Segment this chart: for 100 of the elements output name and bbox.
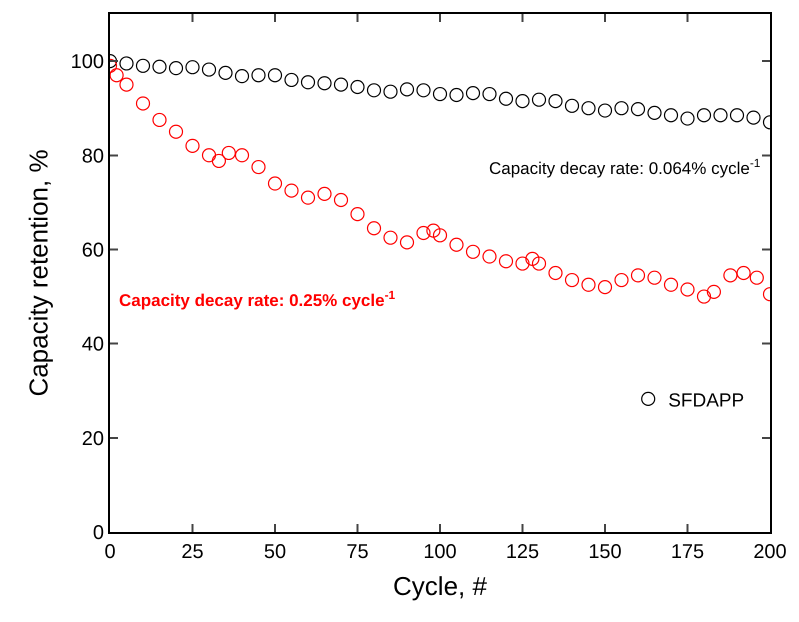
x-tick-label: 200 [753, 541, 787, 563]
point [614, 101, 629, 116]
point [284, 72, 299, 88]
point [713, 108, 728, 122]
point [251, 68, 266, 82]
point [234, 69, 250, 84]
point [664, 278, 678, 292]
point [449, 88, 464, 102]
point [723, 268, 738, 282]
point [680, 282, 695, 297]
point [383, 84, 398, 99]
point [664, 108, 678, 122]
point [334, 192, 348, 208]
y-tick-label: 80 [82, 145, 104, 168]
x-tick-label: 75 [346, 541, 369, 563]
legend-label: SFDAPP [668, 390, 744, 412]
point [532, 92, 546, 107]
point [317, 76, 332, 90]
point [750, 270, 764, 285]
point [525, 252, 540, 266]
point [432, 86, 448, 102]
annotation: Capacity decay rate: 0.25% cycle$^{-1}$ [119, 288, 396, 310]
point [515, 256, 530, 271]
y-axis-title: Capacity retention, % [24, 149, 54, 397]
point [218, 66, 233, 80]
point [581, 101, 596, 116]
point [466, 86, 480, 100]
point [251, 160, 266, 174]
x-tick-label: 25 [181, 541, 204, 563]
point [222, 146, 236, 160]
point [168, 61, 184, 76]
x-axis-title: Cycle, # [393, 571, 488, 602]
point [234, 148, 250, 162]
point [548, 94, 563, 108]
point [696, 108, 712, 122]
y-tick-label: 60 [82, 239, 104, 262]
point [532, 256, 546, 271]
point [300, 190, 316, 205]
point [350, 80, 365, 94]
point [432, 228, 448, 242]
point [515, 94, 530, 108]
point [152, 60, 167, 74]
point [498, 92, 514, 106]
point [498, 254, 514, 268]
point [168, 124, 184, 139]
point [598, 103, 612, 118]
point [706, 284, 721, 299]
point [268, 176, 282, 191]
x-tick-label: 100 [423, 541, 457, 563]
point [334, 78, 348, 92]
point [548, 266, 563, 280]
y-tick-label: 100 [70, 51, 104, 74]
point [119, 78, 134, 92]
x-tick-label: 150 [588, 541, 622, 563]
point [119, 56, 134, 71]
x-tick-label: 125 [506, 541, 540, 563]
annotation: Capacity decay rate: 0.064% cycle$^{-1}$ [489, 156, 761, 178]
point [366, 83, 382, 98]
point [647, 270, 662, 285]
point [564, 98, 580, 113]
point [383, 230, 398, 245]
y-tick-label: 20 [82, 428, 104, 450]
point [647, 106, 662, 120]
x-tick-label: 175 [670, 541, 704, 563]
point [212, 154, 226, 168]
point [350, 207, 365, 222]
point [110, 68, 124, 82]
point [614, 272, 629, 288]
point [630, 268, 646, 282]
point [300, 75, 316, 90]
point [416, 226, 431, 240]
point [416, 83, 431, 98]
point [466, 244, 480, 259]
point [696, 289, 712, 304]
x-tick-label: 50 [264, 541, 286, 563]
point [630, 102, 646, 116]
point [581, 278, 596, 292]
point [136, 96, 150, 111]
point [202, 62, 216, 77]
point [426, 224, 440, 238]
point [746, 110, 761, 125]
point [185, 60, 200, 74]
point [366, 221, 382, 236]
point [736, 266, 751, 280]
point [730, 108, 744, 122]
point [317, 186, 332, 201]
point [400, 82, 414, 96]
point [449, 238, 464, 252]
point [598, 280, 612, 294]
point [400, 235, 414, 250]
point [284, 183, 299, 198]
point [136, 58, 150, 73]
point [680, 111, 695, 126]
point [564, 272, 580, 288]
point [268, 68, 282, 82]
y-tick-label: 40 [82, 334, 104, 356]
point [152, 112, 167, 128]
y-tick-label: 0 [92, 522, 104, 544]
point [202, 148, 216, 162]
point [482, 249, 497, 264]
